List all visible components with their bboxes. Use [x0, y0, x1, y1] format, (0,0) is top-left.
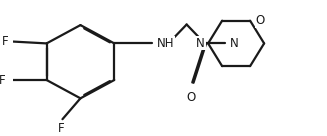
Text: O: O: [256, 14, 265, 27]
Text: NH: NH: [157, 37, 174, 50]
Text: O: O: [186, 91, 195, 104]
Text: F: F: [0, 74, 6, 86]
Text: N: N: [230, 37, 239, 50]
Text: F: F: [58, 122, 64, 135]
Text: F: F: [2, 35, 8, 48]
Text: N: N: [196, 37, 205, 50]
